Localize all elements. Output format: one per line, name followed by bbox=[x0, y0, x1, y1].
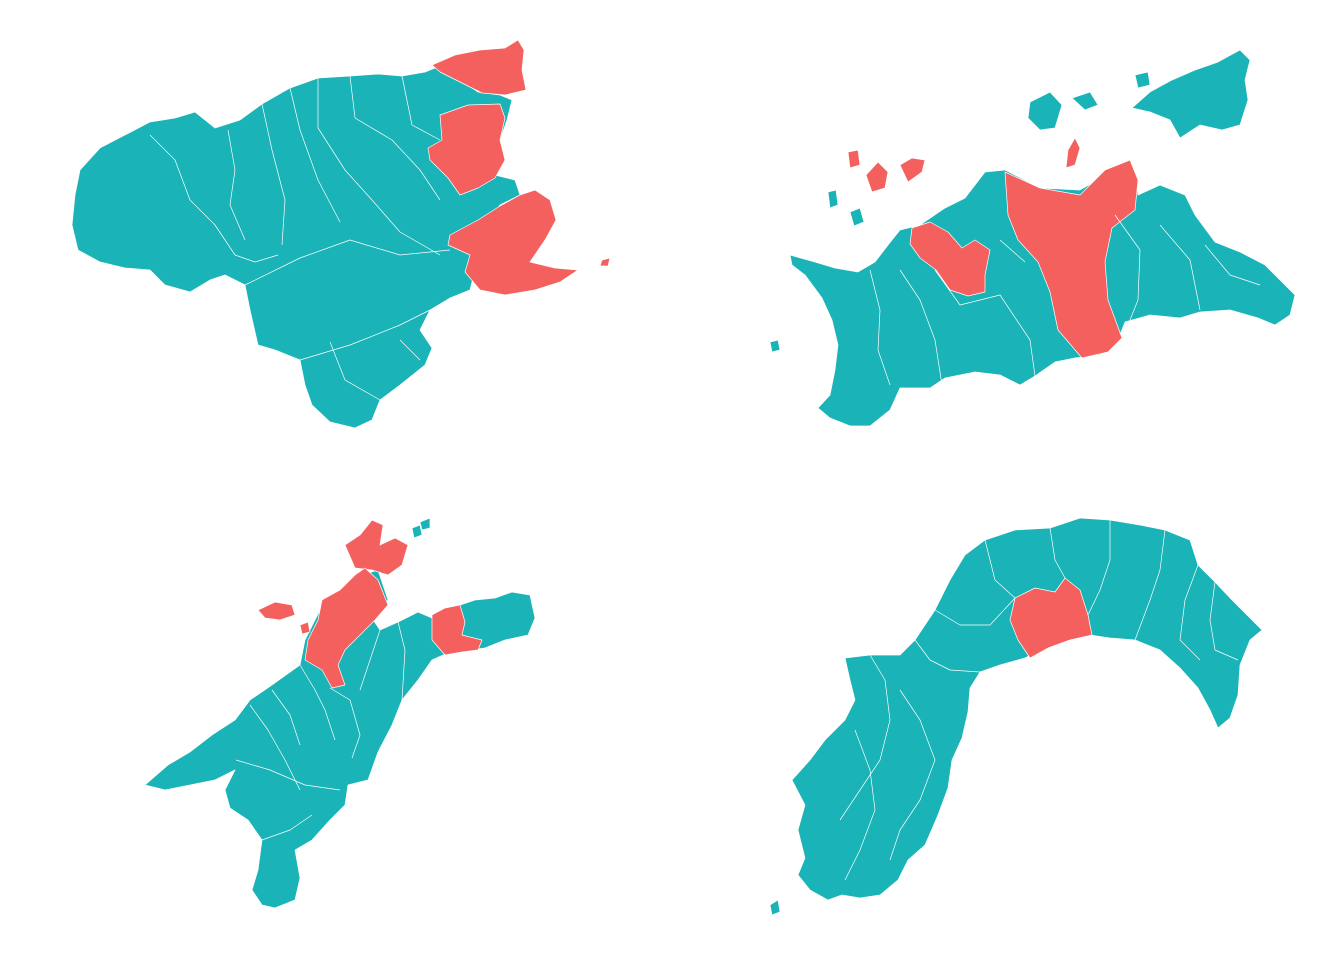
island-small-5 bbox=[849, 207, 865, 227]
highlight-islet-nw bbox=[299, 621, 311, 635]
island-small-4 bbox=[827, 189, 839, 209]
highlight-area-niihama bbox=[431, 604, 483, 656]
map-panel-ehime bbox=[144, 517, 536, 909]
island-small-k1 bbox=[769, 899, 781, 916]
highlight-islet-b bbox=[865, 161, 889, 193]
highlight-area-marugame bbox=[909, 221, 991, 297]
highlight-area-imabari-islands bbox=[344, 519, 409, 576]
highlight-area-southeast bbox=[447, 189, 579, 296]
municipality-borders bbox=[839, 520, 1239, 881]
island-west-1 bbox=[1027, 91, 1063, 131]
map-panel-kagawa bbox=[769, 49, 1296, 427]
highlight-islet-d bbox=[1065, 137, 1081, 169]
map-panel-kochi bbox=[769, 517, 1263, 916]
highlight-islet-c bbox=[899, 157, 926, 183]
shodoshima-island bbox=[1131, 49, 1251, 139]
island-west-2 bbox=[1071, 91, 1099, 111]
highlight-islet-west bbox=[257, 601, 296, 621]
island-small-e2 bbox=[419, 517, 431, 531]
highlight-area-north-coast bbox=[431, 39, 527, 96]
highlight-area-central-east bbox=[427, 103, 506, 196]
municipality-borders bbox=[869, 214, 1261, 386]
highlight-islet-east bbox=[599, 257, 611, 267]
highlight-area-takamatsu bbox=[1004, 159, 1139, 359]
island-small-6 bbox=[769, 339, 781, 353]
island-small-e1 bbox=[411, 524, 423, 539]
municipality-borders bbox=[149, 75, 451, 401]
map-panel-tokushima bbox=[71, 39, 611, 429]
highlight-islet-a bbox=[847, 149, 861, 169]
highlight-area-matsuyama bbox=[304, 567, 389, 689]
municipality-borders bbox=[235, 621, 446, 841]
highlight-area-kochi-city bbox=[1009, 577, 1093, 659]
island-small-3 bbox=[1134, 71, 1151, 89]
